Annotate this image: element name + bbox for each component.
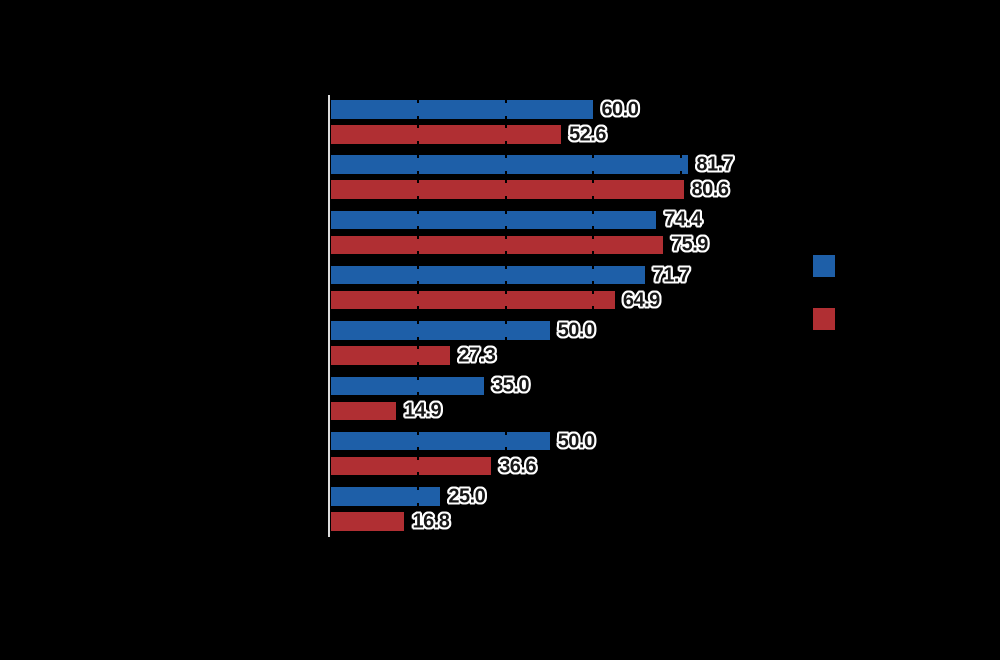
gridline-tick-notch [504, 210, 507, 214]
gridline-tick-notch [592, 251, 595, 255]
gridline-tick-notch [417, 361, 420, 365]
gridline-tick-notch [417, 392, 420, 396]
bar-series1-row1 [331, 100, 594, 119]
gridline-tick-notch [417, 251, 420, 255]
value-label: 35.0 [492, 374, 530, 397]
gridline-tick-notch [417, 125, 420, 128]
value-label: 71.7 [652, 264, 690, 287]
value-label: 60.0 [601, 98, 639, 121]
gridline-tick-notch [417, 336, 420, 340]
gridline-tick-notch [417, 100, 420, 103]
value-label: 16.8 [412, 510, 450, 533]
bar-series2-row4 [331, 290, 615, 310]
gridline-tick-notch [417, 180, 420, 184]
value-label: 64.9 [622, 289, 660, 312]
gridline-tick-notch [679, 155, 682, 159]
value-label: 52.6 [569, 123, 606, 146]
gridline-tick-notch [592, 290, 595, 294]
gridline-tick-notch [504, 306, 507, 310]
gridline-tick-notch [504, 336, 507, 340]
gridline-tick-notch [504, 125, 507, 128]
gridline-tick-notch [417, 447, 420, 451]
bar-series1-row7 [331, 431, 550, 451]
gridline-tick-notch [417, 170, 420, 174]
gridline-tick-notch [504, 431, 507, 435]
gridline-tick-notch [504, 115, 507, 119]
bar-series1-row4 [331, 265, 645, 285]
value-label: 81.7 [696, 153, 734, 176]
gridline-tick-notch [592, 226, 595, 230]
bar-series1-row6 [331, 376, 485, 396]
value-label: 50.0 [557, 430, 595, 453]
value-label: 25.0 [448, 485, 486, 508]
bar-series2-row1 [331, 125, 562, 144]
gridline-tick-notch [504, 235, 507, 239]
gridline-tick-notch [504, 265, 507, 269]
gridline-tick-notch [417, 431, 420, 435]
gridline-tick-notch [417, 472, 420, 476]
gridline-tick-notch [417, 210, 420, 214]
gridline-tick-notch [504, 251, 507, 255]
value-label: 74.4 [664, 208, 702, 231]
bar-series2-row8 [331, 512, 405, 531]
gridline-tick-notch [417, 376, 420, 380]
gridline-tick-notch [417, 281, 420, 285]
gridline-tick-notch [417, 456, 420, 460]
gridline-tick-notch [504, 290, 507, 294]
gridline-tick-notch [417, 226, 420, 230]
gridline-tick-notch [504, 100, 507, 103]
gridline-tick-notch [417, 115, 420, 119]
bar-series1-row2 [331, 155, 689, 174]
gridline-tick-notch [592, 180, 595, 184]
gridline-tick-notch [504, 226, 507, 230]
bar-series2-row2 [331, 180, 684, 199]
gridline-tick-notch [592, 195, 595, 199]
gridline-tick-notch [592, 170, 595, 174]
gridline-tick-notch [504, 447, 507, 451]
bar-series1-row5 [331, 321, 550, 340]
value-label: 14.9 [404, 399, 442, 422]
bar-series2-row7 [331, 456, 492, 476]
value-label: 36.6 [499, 455, 537, 478]
value-label: 80.6 [691, 178, 729, 201]
gridline-tick-notch [679, 170, 682, 174]
value-label: 75.9 [670, 233, 708, 256]
gridline-tick-notch [417, 235, 420, 239]
gridline-tick-notch [592, 155, 595, 159]
legend-swatch-series1 [813, 255, 835, 277]
gridline-tick-notch [417, 346, 420, 350]
gridline-tick-notch [504, 321, 507, 325]
legend-swatch-series2 [813, 308, 835, 330]
gridline-tick-notch [417, 140, 420, 144]
gridline-tick-notch [504, 195, 507, 199]
gridline-tick-notch [592, 235, 595, 239]
gridline-tick-notch [504, 180, 507, 184]
gridline-tick-notch [504, 281, 507, 285]
gridline-tick-notch [504, 170, 507, 174]
gridline-tick-notch [417, 155, 420, 159]
gridline-tick-notch [417, 265, 420, 269]
bar-series2-row5 [331, 346, 451, 365]
gridline-tick-notch [417, 195, 420, 199]
gridline-tick-notch [504, 155, 507, 159]
gridline-tick-notch [417, 321, 420, 325]
gridline-tick-notch [417, 306, 420, 310]
gridline-tick-notch [417, 290, 420, 294]
gridline-tick-notch [592, 265, 595, 269]
bar-series2-row6 [331, 401, 397, 421]
bar-series1-row8 [331, 487, 441, 506]
gridline-tick-notch [417, 502, 420, 506]
gridline-tick-notch [592, 306, 595, 310]
value-label: 27.3 [458, 344, 496, 367]
gridline-tick-notch [417, 487, 420, 491]
gridline-tick-notch [504, 140, 507, 144]
bar-series2-row3 [331, 235, 663, 255]
y-axis-line [328, 95, 330, 537]
bar-series1-row3 [331, 210, 657, 230]
gridline-tick-notch [592, 281, 595, 285]
gridline-tick-notch [592, 210, 595, 214]
value-label: 50.0 [557, 319, 595, 342]
